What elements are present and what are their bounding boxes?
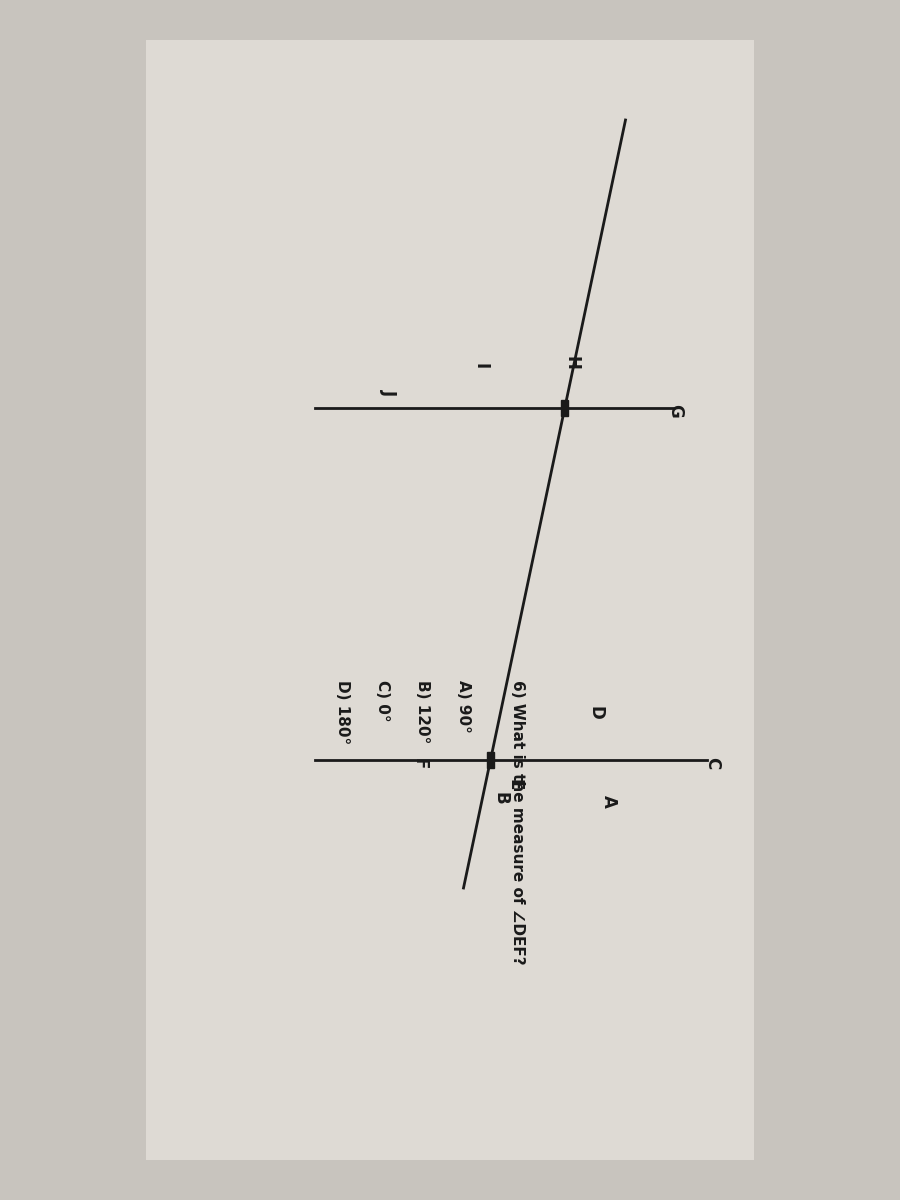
Text: B) 120°: B) 120°: [416, 680, 430, 743]
Text: A) 90°: A) 90°: [456, 680, 471, 733]
Text: F: F: [410, 757, 428, 769]
Text: I: I: [472, 364, 490, 370]
Text: A: A: [599, 796, 617, 808]
Text: H: H: [562, 355, 580, 370]
Text: C) 0°: C) 0°: [375, 680, 390, 721]
Text: C: C: [703, 757, 721, 769]
Polygon shape: [146, 40, 753, 1160]
Text: B: B: [491, 792, 509, 805]
Text: J: J: [380, 389, 398, 395]
Text: E: E: [505, 779, 523, 791]
Text: D) 180°: D) 180°: [335, 680, 349, 744]
Bar: [487, 752, 494, 768]
Bar: [562, 400, 568, 416]
Text: D: D: [586, 707, 604, 720]
Text: G: G: [666, 404, 684, 418]
Text: 6) What is the measure of ∠DEF?: 6) What is the measure of ∠DEF?: [510, 680, 525, 965]
